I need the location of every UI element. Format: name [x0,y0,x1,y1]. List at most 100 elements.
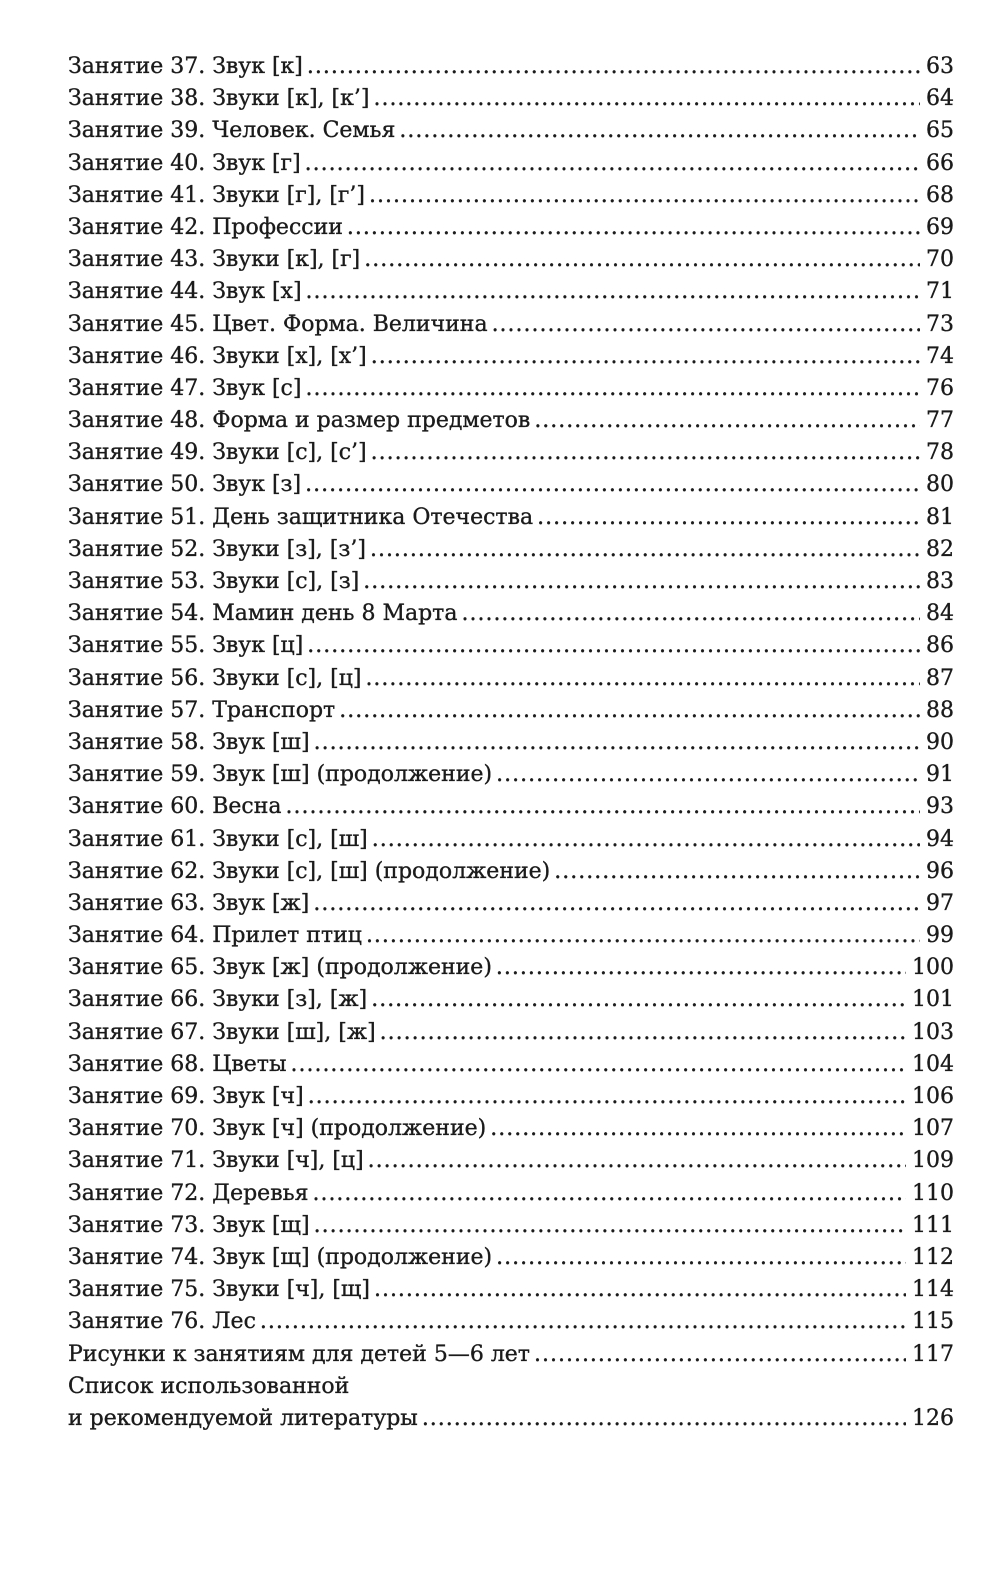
toc-entry: Занятие 43. Звуки [к], [г] 70 [68,244,954,276]
dot-leader [314,1210,906,1242]
toc-entry-page: 109 [912,1148,954,1174]
toc-entries: Занятие 37. Звук [к] 63 Занятие 38. Звуки … [68,51,954,1371]
dot-leader [347,212,920,244]
toc-entry: Занятие 70. Звук [ч] (продолжение) 107 [68,1113,954,1145]
toc-entry-page: 94 [926,826,954,852]
toc-entry: Занятие 63. Звук [ж] 97 [68,888,954,920]
toc-entry-page: 90 [926,729,954,755]
toc-entry: Занятие 47. Звук [с] 76 [68,373,954,405]
toc-entry-page: 97 [926,890,954,916]
toc-entry-page: 106 [912,1084,954,1109]
toc-entry: Занятие 40. Звук [г] 66 [68,148,954,180]
toc-entry: Занятие 46. Звуки [х], [х’] 74 [68,341,954,373]
toc-entry-page: 80 [926,472,954,498]
toc-entry-page: 77 [926,408,954,434]
toc-entry-title: Занятие 55. Звук [ц] [68,633,304,659]
toc-entry-title: Занятие 70. Звук [ч] (продолжение) [68,1116,487,1142]
toc-entry-page: 110 [912,1180,954,1206]
toc-entry: Занятие 37. Звук [к] 63 [68,51,954,83]
dot-leader [307,51,920,83]
toc-entry-page: 104 [912,1051,954,1077]
dot-leader [306,276,920,308]
table-of-contents: Занятие 37. Звук [к] 63 Занятие 38. Звуки … [68,51,954,1435]
toc-entry-page: 73 [926,311,954,337]
toc-entry-literature-line1: Список использованной [68,1373,350,1399]
dot-leader [461,598,920,630]
dot-leader [399,115,920,147]
toc-entry: Занятие 67. Звуки [ш], [ж] 103 [68,1017,954,1049]
dot-leader [380,1017,906,1049]
dot-leader [496,759,920,791]
dot-leader [492,309,920,341]
toc-entry-page: 68 [926,182,954,208]
toc-entry: Занятие 49. Звуки [с], [с’] 78 [68,437,954,469]
toc-entry: Занятие 76. Лес 115 [68,1306,954,1338]
toc-entry-title: Занятие 39. Человек. Семья [68,118,396,144]
dot-leader [422,1403,906,1435]
dot-leader [371,984,906,1016]
toc-entry-page: 66 [926,150,954,176]
toc-entry: Занятие 51. День защитника Отечества 81 [68,502,954,534]
toc-entry-page: 87 [926,665,954,691]
toc-entry-page: 63 [926,54,954,79]
toc-entry: Занятие 53. Звуки [с], [з] 83 [68,566,954,598]
dot-leader [373,83,920,115]
toc-entry-page: 65 [926,118,954,144]
dot-leader [496,1242,906,1274]
toc-entry-title: Занятие 51. День защитника Отечества [68,504,534,530]
toc-entry-title: Рисунки к занятиям для детей 5—6 лет [68,1341,530,1367]
toc-entry-title: Занятие 49. Звуки [с], [с’] [68,440,367,466]
toc-entry-title: Занятие 46. Звуки [х], [х’] [68,343,367,369]
toc-entry-title: Занятие 60. Весна [68,794,282,820]
toc-entry: Занятие 62. Звуки [с], [ш] (продолжение)… [68,856,954,888]
toc-entry-page: 115 [912,1309,954,1335]
toc-entry-page: 82 [926,536,954,562]
toc-entry: Занятие 59. Звук [ш] (продолжение) 91 [68,759,954,791]
toc-entry-title: Занятие 72. Деревья [68,1180,309,1206]
dot-leader [365,663,920,695]
toc-entry: Занятие 68. Цветы 104 [68,1049,954,1081]
toc-entry-title: Занятие 57. Транспорт [68,697,336,723]
toc-entry-page: 100 [912,955,954,981]
dot-leader [369,180,920,212]
toc-entry: Занятие 75. Звуки [ч], [щ] 114 [68,1274,954,1306]
dot-leader [371,437,920,469]
toc-entry-title: Занятие 45. Цвет. Форма. Величина [68,311,488,337]
toc-entry: Занятие 73. Звук [щ] 111 [68,1210,954,1242]
dot-leader [285,791,920,823]
toc-entry-title: Занятие 71. Звуки [ч], [ц] [68,1148,364,1174]
toc-entry-page: 126 [912,1405,954,1431]
toc-entry-page: 64 [926,86,954,112]
toc-entry-page: 117 [912,1341,954,1367]
dot-leader [364,244,920,276]
toc-entry: Занятие 42. Профессии 69 [68,212,954,244]
dot-leader [290,1049,906,1081]
toc-entry-title: Занятие 52. Звуки [з], [з’] [68,536,366,562]
toc-entry-title: Занятие 67. Звуки [ш], [ж] [68,1019,376,1045]
toc-entry: Занятие 38. Звуки [к], [к’] 64 [68,83,954,115]
toc-entry: Занятие 60. Весна 93 [68,791,954,823]
toc-entry-title: Занятие 38. Звуки [к], [к’] [68,86,370,112]
toc-entry-title: Занятие 65. Звук [ж] (продолжение) [68,955,492,981]
toc-entry-title: Занятие 66. Звуки [з], [ж] [68,987,368,1013]
toc-entry-page: 112 [912,1244,954,1270]
toc-entry-title: Занятие 58. Звук [ш] [68,729,310,755]
dot-leader [372,824,920,856]
toc-entry-page: 111 [912,1212,954,1238]
toc-entry: Занятие 74. Звук [щ] (продолжение) 112 [68,1242,954,1274]
toc-entry-title: Занятие 54. Мамин день 8 Марта [68,601,458,627]
dot-leader [554,856,920,888]
toc-entry-page: 96 [926,858,954,884]
toc-entry-page: 107 [912,1116,954,1142]
dot-leader [260,1306,906,1338]
toc-entry: Занятие 61. Звуки [с], [ш] 94 [68,824,954,856]
toc-entry: Занятие 69. Звук [ч] 106 [68,1081,954,1113]
dot-leader [496,952,906,984]
toc-entry-title: Занятие 59. Звук [ш] (продолжение) [68,762,493,788]
toc-entry-title: Занятие 44. Звук [х] [68,279,302,305]
dot-leader [308,1081,906,1113]
dot-leader [537,502,920,534]
dot-leader [307,630,920,662]
toc-entry-page: 70 [926,247,954,273]
toc-entry-page: 71 [926,279,954,305]
